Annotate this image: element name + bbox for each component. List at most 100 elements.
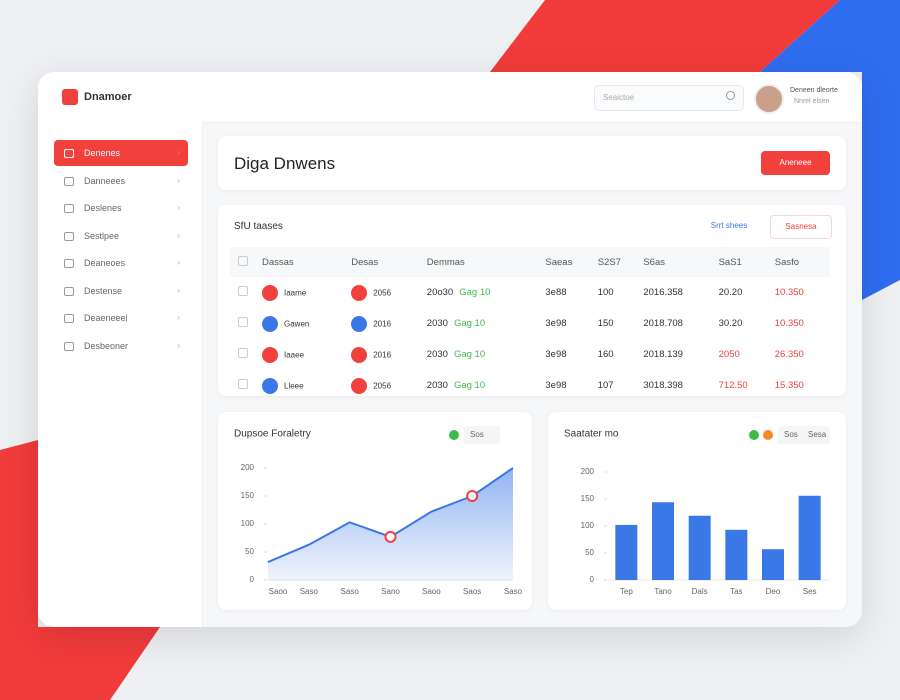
value: 2030 (426, 318, 448, 329)
x-tick-label: Tano (654, 587, 672, 596)
nav-label: Destense (84, 285, 123, 296)
table-title: SfU taases (234, 221, 283, 232)
chart-title: Saatater mo (564, 429, 619, 440)
legend-box (464, 426, 500, 444)
checkbox[interactable] (238, 286, 248, 296)
checkbox[interactable] (238, 317, 248, 327)
cell: 100 (597, 277, 643, 308)
nav-label: Sestlpee (84, 230, 120, 241)
nav-item[interactable]: Destense › (54, 278, 188, 304)
cell: 2016 (350, 339, 426, 370)
badge (351, 346, 368, 363)
nav-chevron: › (177, 313, 180, 322)
line-chart-panel: Dupsoe Foraletry Sos 0 50 100 150 200 Saoo Saso S… (218, 412, 532, 610)
value: 150 (597, 318, 614, 329)
status: Gag 10 (453, 349, 486, 360)
nav-label: Deaeneeel (84, 313, 128, 323)
search-box[interactable]: Seaictoe (594, 85, 744, 111)
checkbox[interactable] (238, 348, 248, 358)
brand: Dnamoer (84, 91, 132, 103)
title-panel: Diga Dnwens Aneneee (218, 136, 846, 190)
nav-label: Desbeoner (84, 340, 129, 351)
table-row: Iaame 2056 20o30 Gag 10 3e88 100 2016.358 20.20… (230, 277, 830, 308)
header-cell: Dassas (261, 247, 351, 277)
cell: Iaame (261, 277, 350, 308)
nav-icon (64, 149, 74, 159)
tab[interactable]: Srrt shees (710, 221, 748, 230)
cell: Iaaee (261, 339, 350, 370)
value: 712.50 (718, 380, 748, 391)
page-title: Diga Dnwens (234, 154, 336, 173)
nav-chevron: › (177, 148, 180, 157)
x-tick-label: Dals (692, 587, 708, 596)
cell: 10.350 (774, 308, 830, 339)
value: 2016 (373, 319, 392, 329)
cell: 150 (597, 308, 643, 339)
nav-label: Danneees (84, 175, 126, 186)
tab[interactable]: Sasnesa (770, 215, 832, 239)
value: 2018.708 (643, 318, 683, 329)
primary-button[interactable]: Aneneee (761, 151, 830, 175)
cell: 2016 (350, 308, 426, 339)
bar (688, 515, 711, 580)
legend-label: Sesa (808, 430, 827, 439)
nav-item[interactable]: Desbeoner › (54, 333, 188, 359)
cell: 20.20 (718, 277, 774, 308)
nav-icon (64, 231, 74, 241)
y-tick-label: 100 (241, 519, 255, 528)
y-tick-label: 200 (241, 463, 255, 472)
nav-item[interactable]: Deaneoes › (54, 250, 188, 276)
top-bar: Dnamoer Seaictoe Deneen dleorte Nnrel el… (38, 72, 862, 123)
x-tick-label: Saso (300, 587, 319, 596)
app-window: Dnamoer Seaictoe Deneen dleorte Nnrel el… (38, 72, 862, 627)
x-tick-label: Tep (620, 587, 633, 596)
value: 10.350 (774, 318, 804, 329)
header-cell: S2S7 (596, 247, 643, 277)
badge (351, 315, 368, 332)
checkbox-cell (230, 370, 261, 401)
badge (351, 284, 368, 301)
search-placeholder: Seaictoe (603, 93, 635, 102)
cell: 2056 (350, 277, 426, 308)
legend-swatch (749, 430, 759, 440)
avatar[interactable] (754, 84, 784, 114)
x-tick-label: Deo (766, 587, 781, 596)
cell: 107 (597, 370, 643, 401)
cell: 20o30 Gag 10 (426, 277, 545, 308)
name: Iaaee (284, 350, 305, 360)
x-tick-label: Saso (504, 587, 523, 596)
checkbox-cell (230, 339, 261, 370)
nav-item[interactable]: Deaeneeel › (54, 305, 188, 331)
y-tick-label: 0 (250, 575, 255, 584)
table-row: Lleee 2056 2030 Gag 10 3e98 107 3018.398 712.50… (230, 370, 830, 401)
value: 20.20 (718, 287, 743, 298)
cell: 2050 (718, 339, 774, 370)
cell: 160 (597, 339, 643, 370)
avatar (262, 315, 278, 332)
nav-item[interactable]: Danneees › (54, 168, 188, 194)
y-tick-label: 100 (581, 521, 595, 530)
name: Gawen (284, 319, 310, 329)
legend-swatch (763, 430, 773, 440)
cell: 2030 Gag 10 (426, 308, 545, 339)
nav-item[interactable]: Denenes › (54, 140, 188, 166)
blue-stripe (760, 0, 900, 300)
value: 2056 (373, 288, 392, 298)
bar-chart: Saatater mo Sos Sesa 0 50 100 150 200 Tep Tano Dal… (564, 426, 830, 596)
x-tick-label: Saoo (269, 587, 288, 596)
cell: 2030 Gag 10 (426, 370, 545, 401)
nav-icon (64, 286, 74, 296)
table-row: Iaaee 2016 2030 Gag 10 3e98 160 2018.139 2050 26… (230, 339, 830, 370)
legend-label: Sos (470, 430, 484, 439)
bar (762, 549, 784, 580)
avatar (262, 377, 278, 394)
y-tick-label: 150 (241, 491, 255, 500)
nav-chevron: › (177, 175, 180, 185)
badge (351, 377, 368, 394)
checkbox[interactable] (238, 379, 248, 389)
nav-item[interactable]: Deslenes › (54, 195, 188, 221)
cell: 3e98 (544, 308, 596, 339)
nav-item[interactable]: Sestlpee › (54, 223, 188, 249)
status: Gag 10 (459, 287, 491, 298)
